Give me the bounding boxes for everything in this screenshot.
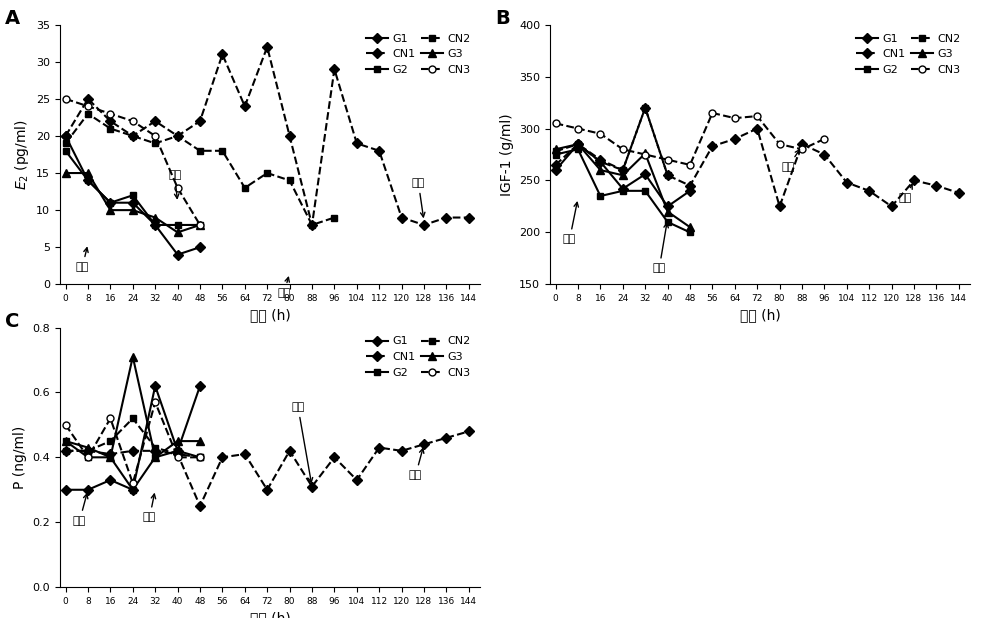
Text: 排卵: 排卵: [412, 178, 425, 217]
Y-axis label: IGF-1 (g/ml): IGF-1 (g/ml): [500, 113, 514, 196]
Text: 排卵: 排卵: [409, 449, 424, 480]
Legend: G1, CN1, G2, CN2, G3, CN3: G1, CN1, G2, CN2, G3, CN3: [363, 333, 474, 381]
Legend: G1, CN1, G2, CN2, G3, CN3: G1, CN1, G2, CN2, G3, CN3: [363, 30, 474, 78]
Y-axis label: $E_2$ (pg/ml): $E_2$ (pg/ml): [13, 119, 31, 190]
Text: 排卵: 排卵: [277, 277, 291, 298]
Text: 排卵: 排卵: [168, 171, 181, 198]
Text: 排卵: 排卵: [899, 184, 912, 203]
Text: 排卵: 排卵: [143, 494, 156, 522]
Y-axis label: P (ng/ml): P (ng/ml): [13, 426, 27, 489]
X-axis label: 时间 (h): 时间 (h): [250, 611, 290, 618]
X-axis label: 时间 (h): 时间 (h): [250, 308, 290, 323]
Text: A: A: [5, 9, 21, 28]
Text: 排卵: 排卵: [291, 402, 313, 482]
Text: 排卵: 排卵: [653, 223, 668, 274]
Text: 排卵: 排卵: [76, 248, 89, 272]
Legend: G1, CN1, G2, CN2, G3, CN3: G1, CN1, G2, CN2, G3, CN3: [853, 30, 964, 78]
Text: 排卵: 排卵: [563, 202, 578, 245]
Text: C: C: [5, 312, 20, 331]
Text: B: B: [495, 9, 510, 28]
X-axis label: 时间 (h): 时间 (h): [740, 308, 780, 323]
Text: 排卵: 排卵: [781, 150, 800, 172]
Text: 排卵: 排卵: [73, 494, 88, 526]
